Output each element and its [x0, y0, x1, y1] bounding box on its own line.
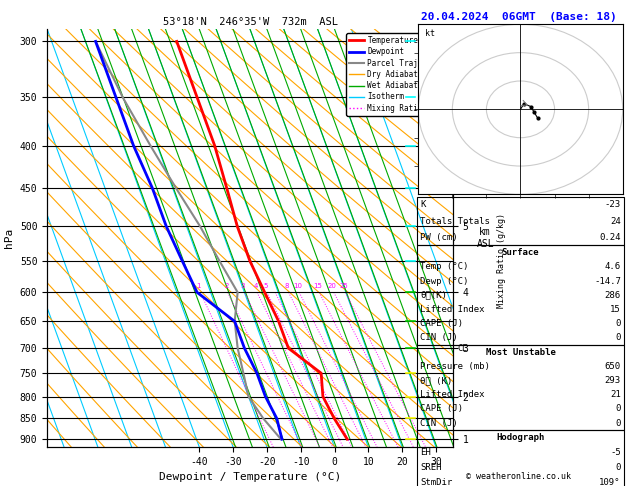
- Text: CAPE (J): CAPE (J): [420, 404, 463, 414]
- Text: 0: 0: [615, 333, 621, 343]
- Text: 24: 24: [610, 217, 621, 226]
- Text: 8: 8: [285, 283, 289, 289]
- Text: SREH: SREH: [420, 463, 442, 472]
- Text: 10: 10: [293, 283, 303, 289]
- Y-axis label: km
ASL: km ASL: [476, 227, 494, 249]
- Text: PW (cm): PW (cm): [420, 233, 458, 242]
- Text: -5: -5: [610, 448, 621, 457]
- Text: Hodograph: Hodograph: [496, 433, 545, 442]
- Text: 15: 15: [610, 305, 621, 314]
- Text: Mixing Ratio (g/kg): Mixing Ratio (g/kg): [497, 213, 506, 309]
- Text: 21: 21: [610, 390, 621, 399]
- X-axis label: Dewpoint / Temperature (°C): Dewpoint / Temperature (°C): [159, 472, 341, 483]
- Text: Temp (°C): Temp (°C): [420, 262, 469, 271]
- Text: CIN (J): CIN (J): [420, 333, 458, 343]
- Text: Lifted Index: Lifted Index: [420, 305, 485, 314]
- Y-axis label: hPa: hPa: [4, 228, 14, 248]
- Text: 2: 2: [224, 283, 228, 289]
- Text: 0: 0: [615, 418, 621, 428]
- Text: 1: 1: [197, 283, 201, 289]
- Text: CL: CL: [457, 344, 467, 353]
- Text: Lifted Index: Lifted Index: [420, 390, 485, 399]
- Text: 4: 4: [253, 283, 258, 289]
- Text: 20: 20: [328, 283, 337, 289]
- Text: 293: 293: [604, 376, 621, 385]
- Text: θᴄ (K): θᴄ (K): [420, 376, 452, 385]
- Text: 5: 5: [264, 283, 268, 289]
- Text: Surface: Surface: [502, 248, 539, 257]
- Text: StmDir: StmDir: [420, 478, 452, 486]
- Legend: Temperature, Dewpoint, Parcel Trajectory, Dry Adiabat, Wet Adiabat, Isotherm, Mi: Temperature, Dewpoint, Parcel Trajectory…: [346, 33, 449, 116]
- Text: 109°: 109°: [599, 478, 621, 486]
- Text: CIN (J): CIN (J): [420, 418, 458, 428]
- Text: 286: 286: [604, 291, 621, 300]
- Text: Dewp (°C): Dewp (°C): [420, 277, 469, 285]
- Text: Totals Totals: Totals Totals: [420, 217, 490, 226]
- Text: 0: 0: [615, 319, 621, 328]
- Text: © weatheronline.co.uk: © weatheronline.co.uk: [467, 472, 571, 481]
- Text: 15: 15: [313, 283, 322, 289]
- Text: Most Unstable: Most Unstable: [486, 347, 555, 357]
- Text: -14.7: -14.7: [594, 277, 621, 285]
- Text: 0.24: 0.24: [599, 233, 621, 242]
- Text: kt: kt: [425, 29, 435, 37]
- Text: EH: EH: [420, 448, 431, 457]
- Title: 53°18'N  246°35'W  732m  ASL: 53°18'N 246°35'W 732m ASL: [162, 17, 338, 27]
- Text: 4.6: 4.6: [604, 262, 621, 271]
- Text: K: K: [420, 200, 426, 209]
- Text: 20.04.2024  06GMT  (Base: 18): 20.04.2024 06GMT (Base: 18): [421, 12, 617, 22]
- Text: 25: 25: [340, 283, 348, 289]
- Text: Pressure (mb): Pressure (mb): [420, 362, 490, 371]
- Text: -23: -23: [604, 200, 621, 209]
- Text: θᴄ(K): θᴄ(K): [420, 291, 447, 300]
- Text: 650: 650: [604, 362, 621, 371]
- Text: 0: 0: [615, 463, 621, 472]
- Text: CAPE (J): CAPE (J): [420, 319, 463, 328]
- Text: 3: 3: [241, 283, 245, 289]
- Text: 0: 0: [615, 404, 621, 414]
